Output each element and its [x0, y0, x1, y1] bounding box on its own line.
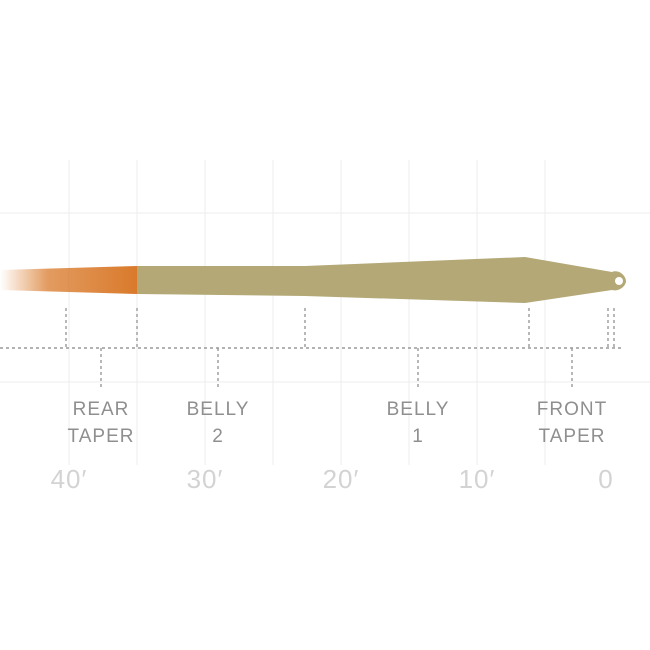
belly-2-label-line1: BELLY	[187, 399, 250, 420]
belly-2-label-line2: 2	[212, 426, 224, 447]
scale-label-20: 20′	[323, 464, 360, 494]
welded-loop	[615, 277, 623, 285]
rear-taper-label-line2: TAPER	[68, 426, 135, 447]
rear-taper-shape	[0, 266, 137, 294]
scale-label-30: 30′	[187, 464, 224, 494]
scale-label-10: 10′	[459, 464, 496, 494]
background-grid	[0, 160, 650, 465]
scale-label-40: 40′	[51, 464, 88, 494]
belly-1-label-line2: 1	[412, 426, 424, 447]
belly-1-label-line1: BELLY	[387, 399, 450, 420]
distance-scale: 40′ 30′ 20′ 10′ 0	[51, 464, 613, 494]
section-markers	[0, 308, 624, 390]
rear-taper-label-line1: REAR	[73, 399, 130, 420]
front-taper-label-line1: FRONT	[537, 399, 607, 420]
scale-label-0: 0	[598, 464, 613, 494]
belly-and-front-taper-shape	[137, 257, 626, 303]
fly-line	[0, 257, 626, 303]
section-labels: REAR TAPER BELLY 2 BELLY 1 FRONT TAPER	[68, 399, 607, 447]
front-taper-label-line2: TAPER	[539, 426, 606, 447]
